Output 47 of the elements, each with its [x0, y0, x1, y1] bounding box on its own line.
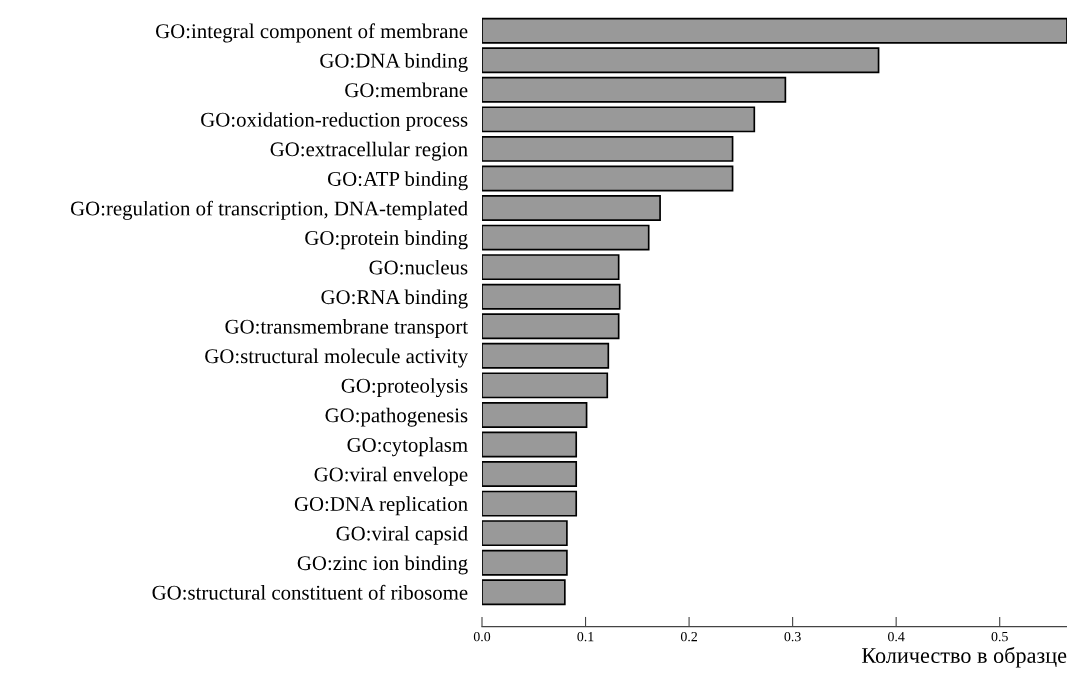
y-tick-label: GO:viral capsid: [336, 525, 468, 545]
y-tick-label: GO:viral envelope: [314, 466, 468, 486]
x-tick-label: 0.2: [680, 631, 697, 642]
bar: [482, 579, 566, 606]
bar: [482, 372, 609, 399]
bar: [482, 313, 620, 340]
bar: [482, 401, 588, 428]
bar: [482, 224, 650, 251]
y-tick-label: GO:regulation of transcription, DNA-templated: [70, 200, 468, 220]
x-tick-label: 0.5: [991, 631, 1008, 642]
bar: [482, 254, 620, 281]
bar: [482, 490, 578, 517]
bar: [482, 342, 610, 369]
bar: [482, 431, 578, 458]
y-tick-label: GO:membrane: [345, 82, 468, 98]
x-tick-label: 0.3: [784, 631, 801, 642]
bar: [482, 135, 734, 162]
y-tick-label: GO:DNA binding: [320, 53, 468, 72]
bar: [482, 76, 787, 103]
y-tick-label: GO:structural molecule activity: [205, 348, 469, 368]
y-tick-label: GO:ATP binding: [327, 171, 468, 191]
y-tick-label: GO:RNA binding: [321, 289, 468, 309]
y-tick-label: GO:cytoplasm: [347, 437, 468, 457]
y-tick-label: GO:extracellular region: [270, 141, 468, 161]
y-tick-label: GO:zinc ion binding: [297, 555, 468, 575]
bar: [482, 283, 621, 310]
y-tick-label: GO:transmembrane transport: [225, 319, 468, 338]
y-tick-label: GO:integral component of membrane: [155, 23, 468, 43]
y-tick-label: GO:DNA replication: [294, 496, 468, 516]
bar: [482, 549, 568, 576]
y-tick-label: GO:oxidation-reduction process: [201, 112, 468, 132]
x-axis-title: Количество в образце: [861, 646, 1067, 668]
y-tick-label: GO:proteolysis: [341, 378, 468, 398]
y-tick-label: GO:nucleus: [369, 259, 468, 275]
bar: [482, 165, 734, 192]
bar: [482, 47, 880, 74]
x-tick-label: 0.1: [577, 631, 594, 642]
bar: [482, 17, 1067, 44]
bar: [482, 520, 568, 547]
y-tick-label: GO:structural constituent of ribosome: [152, 584, 468, 600]
y-tick-label: GO:pathogenesis: [325, 407, 468, 427]
bar: [482, 106, 756, 133]
bar: [482, 195, 661, 221]
bar: [482, 461, 578, 487]
y-tick-label: GO:protein binding: [305, 230, 468, 250]
x-tick-label: 0.4: [888, 631, 905, 642]
x-tick-label: 0.0: [473, 631, 491, 642]
